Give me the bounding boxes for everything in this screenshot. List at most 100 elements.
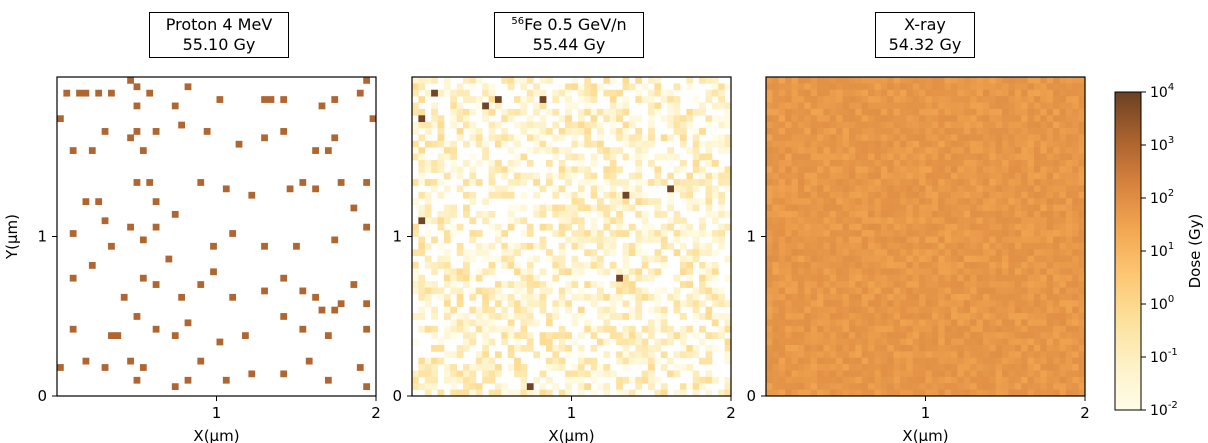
dose-pixel [848,242,856,250]
halo-pixel [724,185,732,193]
dose-pixel [995,255,1003,263]
dose-pixel [1008,370,1016,378]
dose-pixel [861,344,869,352]
dose-pixel [931,249,939,257]
dose-pixel [1059,89,1067,97]
dose-pixel [893,313,901,320]
halo-pixel [552,121,560,129]
dose-pixel [778,262,786,269]
dose-pixel [944,364,952,371]
hit-pixel [139,274,147,282]
dose-pixel [989,389,997,397]
halo-pixel [667,147,674,154]
dose-pixel [976,236,984,244]
dose-pixel [1027,281,1035,288]
halo-pixel [705,357,713,365]
halo-pixel [507,332,515,339]
dose-pixel [957,147,965,154]
halo-pixel [679,281,687,288]
dose-pixel [899,293,907,301]
dose-pixel [1059,83,1067,91]
dose-pixel [938,249,946,257]
halo-pixel [443,255,451,263]
dose-pixel [1065,287,1073,295]
dose-pixel [1046,179,1054,186]
dose-pixel [766,300,773,308]
dose-pixel [957,293,965,301]
dose-pixel [817,121,824,129]
halo-pixel [718,236,726,244]
halo-pixel [641,351,649,359]
dose-pixel [1021,96,1028,103]
dose-pixel [861,357,869,365]
dose-pixel [810,121,818,129]
halo-pixel [456,344,464,352]
dose-pixel [778,236,786,244]
dose-pixel [906,268,914,276]
dose-pixel [887,210,894,218]
dose-pixel [823,77,831,84]
dose-pixel [1027,217,1035,225]
dose-pixel [880,281,888,288]
halo-pixel [488,357,496,365]
dose-pixel [836,262,843,269]
halo-pixel [539,140,547,148]
halo-pixel [475,383,483,391]
halo-pixel [501,77,509,84]
dose-pixel [1078,287,1086,295]
dose-pixel [868,287,875,295]
dose-pixel [1059,108,1067,116]
dose-pixel [861,134,869,142]
halo-pixel [552,357,560,365]
dose-pixel [931,338,939,346]
halo-pixel [718,293,726,301]
halo-pixel [507,249,515,257]
dose-pixel [1014,153,1022,161]
halo-pixel [526,172,534,180]
halo-pixel [699,249,706,257]
dose-pixel [829,268,837,276]
dose-pixel [855,102,863,110]
dose-pixel [1008,319,1016,327]
halo-pixel [565,306,572,314]
dose-pixel [931,108,939,116]
halo-pixel [699,268,706,276]
dose-pixel [1072,191,1080,199]
halo-pixel [494,140,502,148]
dose-pixel [938,108,946,116]
halo-pixel [711,249,719,257]
halo-pixel [507,319,515,327]
halo-pixel [488,96,496,103]
dose-pixel [899,376,907,384]
dose-pixel [842,389,850,397]
halo-pixel [424,255,432,263]
dose-pixel [785,230,792,237]
dose-pixel [848,204,856,212]
halo-pixel [533,210,540,218]
halo-pixel [667,108,674,116]
hit-pixel [229,230,237,237]
dose-pixel [1021,364,1028,371]
dose-pixel [1002,191,1009,199]
dose-pixel [836,249,843,257]
dose-pixel [957,121,965,129]
dose-pixel [810,128,818,135]
halo-pixel [724,351,732,359]
dose-pixel [995,262,1003,269]
dose-pixel [938,147,946,154]
halo-pixel [673,210,681,218]
dose-pixel [963,370,971,378]
halo-pixel [584,230,592,237]
halo-pixel [660,230,668,237]
halo-pixel [501,185,509,193]
dose-pixel [810,204,818,212]
dose-pixel [887,249,894,257]
dose-pixel [995,121,1003,129]
dose-pixel [976,210,984,218]
halo-pixel [482,255,489,263]
halo-pixel [431,370,438,378]
dose-pixel [1065,108,1073,116]
dose-pixel [989,319,997,327]
halo-pixel [699,179,706,186]
dose-pixel [791,325,799,333]
